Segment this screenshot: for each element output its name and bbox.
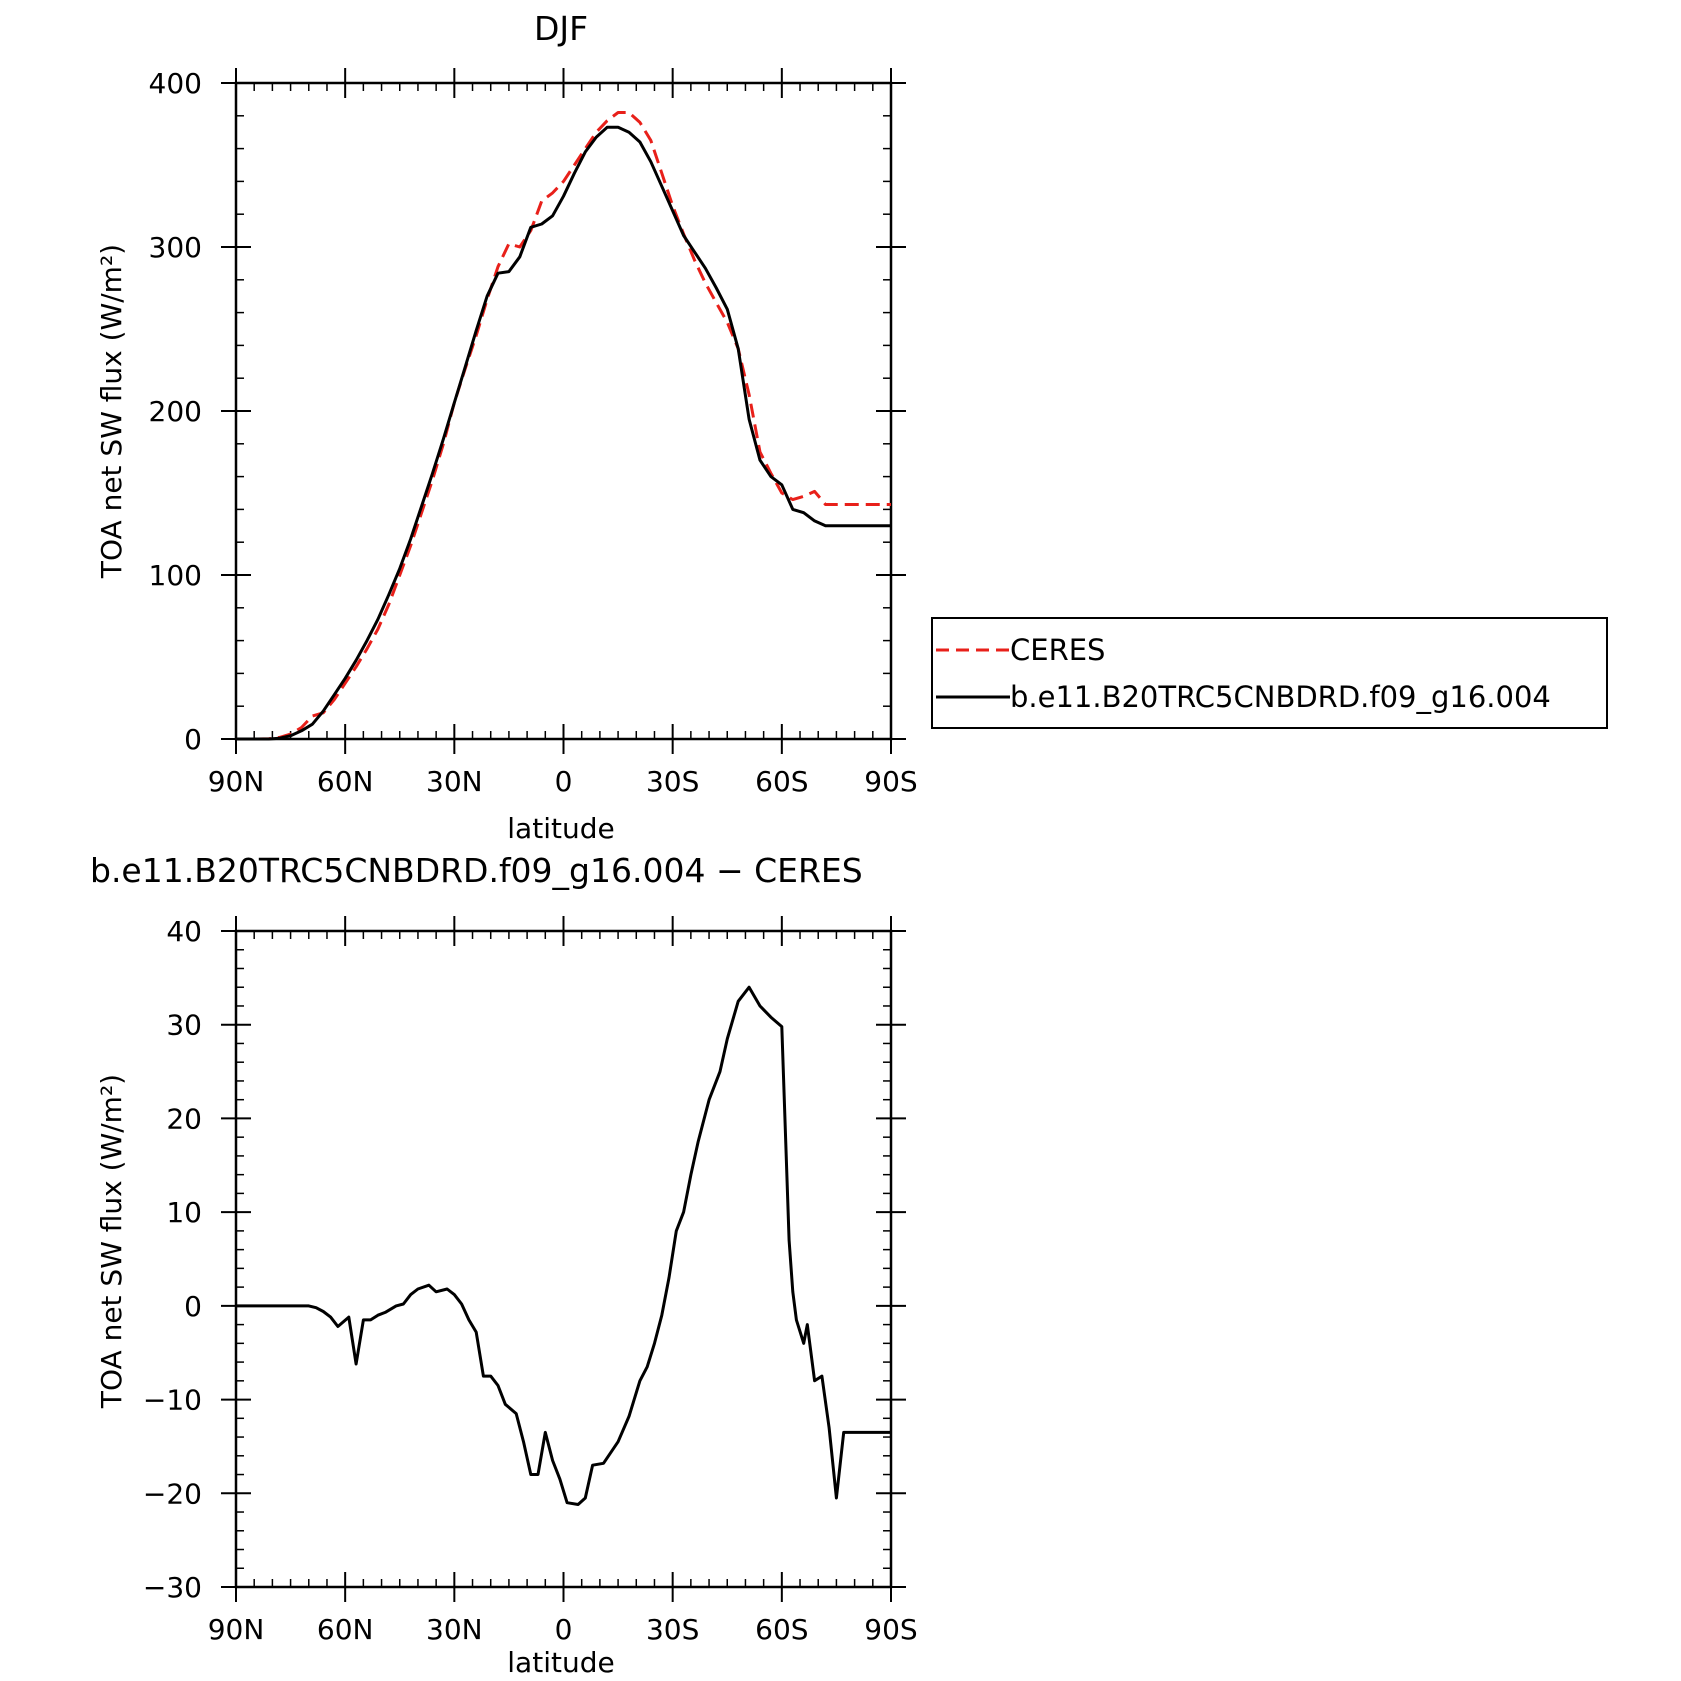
x-tick-label: 90N bbox=[208, 765, 265, 798]
x-tick-label: 60S bbox=[755, 765, 808, 798]
x-tick-label: 0 bbox=[555, 1613, 573, 1646]
panel-top: DJF 90N 60N 30N 0 30S 60S 90S 0 100 200 300 400 lat… bbox=[95, 9, 918, 845]
panel-bottom: b.e11.B20TRC5CNBDRD.f09_g16.004 − CERES … bbox=[90, 851, 918, 1679]
y-tick-label: 10 bbox=[166, 1196, 202, 1229]
x-tick-label: 60S bbox=[755, 1613, 808, 1646]
x-axis-label-bottom: latitude bbox=[507, 1646, 614, 1679]
legend-box bbox=[931, 617, 1608, 729]
y-tick-label: 400 bbox=[149, 67, 202, 100]
x-tick-label: 30S bbox=[646, 765, 699, 798]
x-tick-label: 30S bbox=[646, 1613, 699, 1646]
y-tick-label: 30 bbox=[166, 1009, 202, 1042]
legend: CERES b.e11.B20TRC5CNBDRD.f09_g16.004 bbox=[931, 617, 1608, 729]
series-line-1 bbox=[236, 125, 891, 741]
y-tick-label: 40 bbox=[166, 915, 202, 948]
series-line-0 bbox=[236, 985, 891, 1506]
x-tick-label: 90S bbox=[864, 1613, 917, 1646]
x-tick-label: 60N bbox=[317, 1613, 374, 1646]
y-tick-label: 0 bbox=[184, 723, 202, 756]
axes-bottom: 90N 60N 30N 0 30S 60S 90S −30 −20 −10 0 10 20 30 40 bbox=[143, 915, 918, 1646]
y-tick-label: −20 bbox=[143, 1477, 202, 1510]
x-tick-label: 30N bbox=[426, 765, 483, 798]
legend-label-model: b.e11.B20TRC5CNBDRD.f09_g16.004 bbox=[1010, 680, 1551, 714]
y-tick-label: 100 bbox=[149, 559, 202, 592]
series-group-top bbox=[236, 111, 891, 741]
x-tick-label: 60N bbox=[317, 765, 374, 798]
y-tick-label: 20 bbox=[166, 1102, 202, 1135]
x-tick-label: 90S bbox=[864, 765, 917, 798]
y-axis-label-top: TOA net SW flux (W/m²) bbox=[95, 244, 128, 579]
axes-top: 90N 60N 30N 0 30S 60S 90S 0 100 200 300 400 bbox=[149, 67, 918, 798]
x-tick-label: 0 bbox=[555, 765, 573, 798]
y-tick-label: 300 bbox=[149, 231, 202, 264]
chart-title-bottom: b.e11.B20TRC5CNBDRD.f09_g16.004 − CERES bbox=[90, 851, 863, 890]
x-tick-label: 30N bbox=[426, 1613, 483, 1646]
y-axis-label-bottom: TOA net SW flux (W/m²) bbox=[95, 1074, 128, 1409]
y-tick-label: 0 bbox=[184, 1290, 202, 1323]
chart-title-top: DJF bbox=[534, 9, 588, 48]
series-line-0 bbox=[236, 111, 891, 741]
legend-label-ceres: CERES bbox=[1010, 633, 1105, 667]
x-tick-label: 90N bbox=[208, 1613, 265, 1646]
y-tick-label: −30 bbox=[143, 1571, 202, 1604]
x-axis-label-top: latitude bbox=[507, 812, 614, 845]
series-group-bottom bbox=[236, 985, 891, 1506]
y-tick-label: 200 bbox=[149, 395, 202, 428]
y-tick-label: −10 bbox=[143, 1384, 202, 1417]
